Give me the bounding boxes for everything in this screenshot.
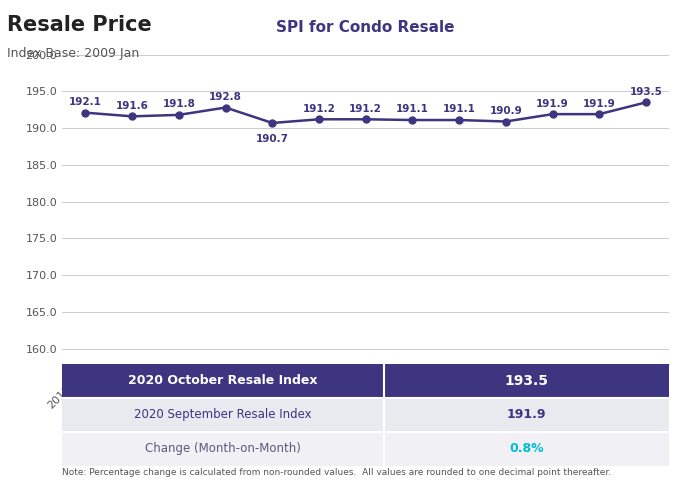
Text: Note: Percentage change is calculated from non-rounded values.  All values are r: Note: Percentage change is calculated fr… [62,468,611,477]
Text: 2020 September Resale Index: 2020 September Resale Index [134,408,312,421]
FancyBboxPatch shape [384,397,669,432]
Text: Resale Price: Resale Price [7,15,152,35]
Text: 191.9: 191.9 [507,408,546,421]
Text: 0.8%: 0.8% [509,442,544,455]
Text: 192.1: 192.1 [69,97,102,107]
Text: 2020 October Resale Index: 2020 October Resale Index [128,374,318,387]
Text: 191.6: 191.6 [116,101,148,111]
Text: 191.9: 191.9 [583,99,615,109]
Text: Index Base: 2009 Jan: Index Base: 2009 Jan [7,47,139,60]
FancyBboxPatch shape [384,364,669,397]
Text: 191.8: 191.8 [162,99,195,110]
Text: 190.9: 190.9 [489,106,522,116]
Text: Change (Month-on-Month): Change (Month-on-Month) [145,442,301,455]
Text: 190.7: 190.7 [256,134,289,144]
FancyBboxPatch shape [62,364,384,397]
Text: 191.2: 191.2 [302,104,335,114]
Text: 191.9: 191.9 [536,99,569,109]
Title: SPI for Condo Resale: SPI for Condo Resale [277,19,455,34]
Text: 193.5: 193.5 [504,374,549,387]
FancyBboxPatch shape [62,397,384,432]
Text: 192.8: 192.8 [209,92,242,102]
Text: 191.1: 191.1 [443,105,475,115]
FancyBboxPatch shape [384,432,669,466]
Text: 193.5: 193.5 [629,87,662,97]
FancyBboxPatch shape [62,432,384,466]
Text: 191.2: 191.2 [349,104,382,114]
Text: 191.1: 191.1 [396,105,429,115]
